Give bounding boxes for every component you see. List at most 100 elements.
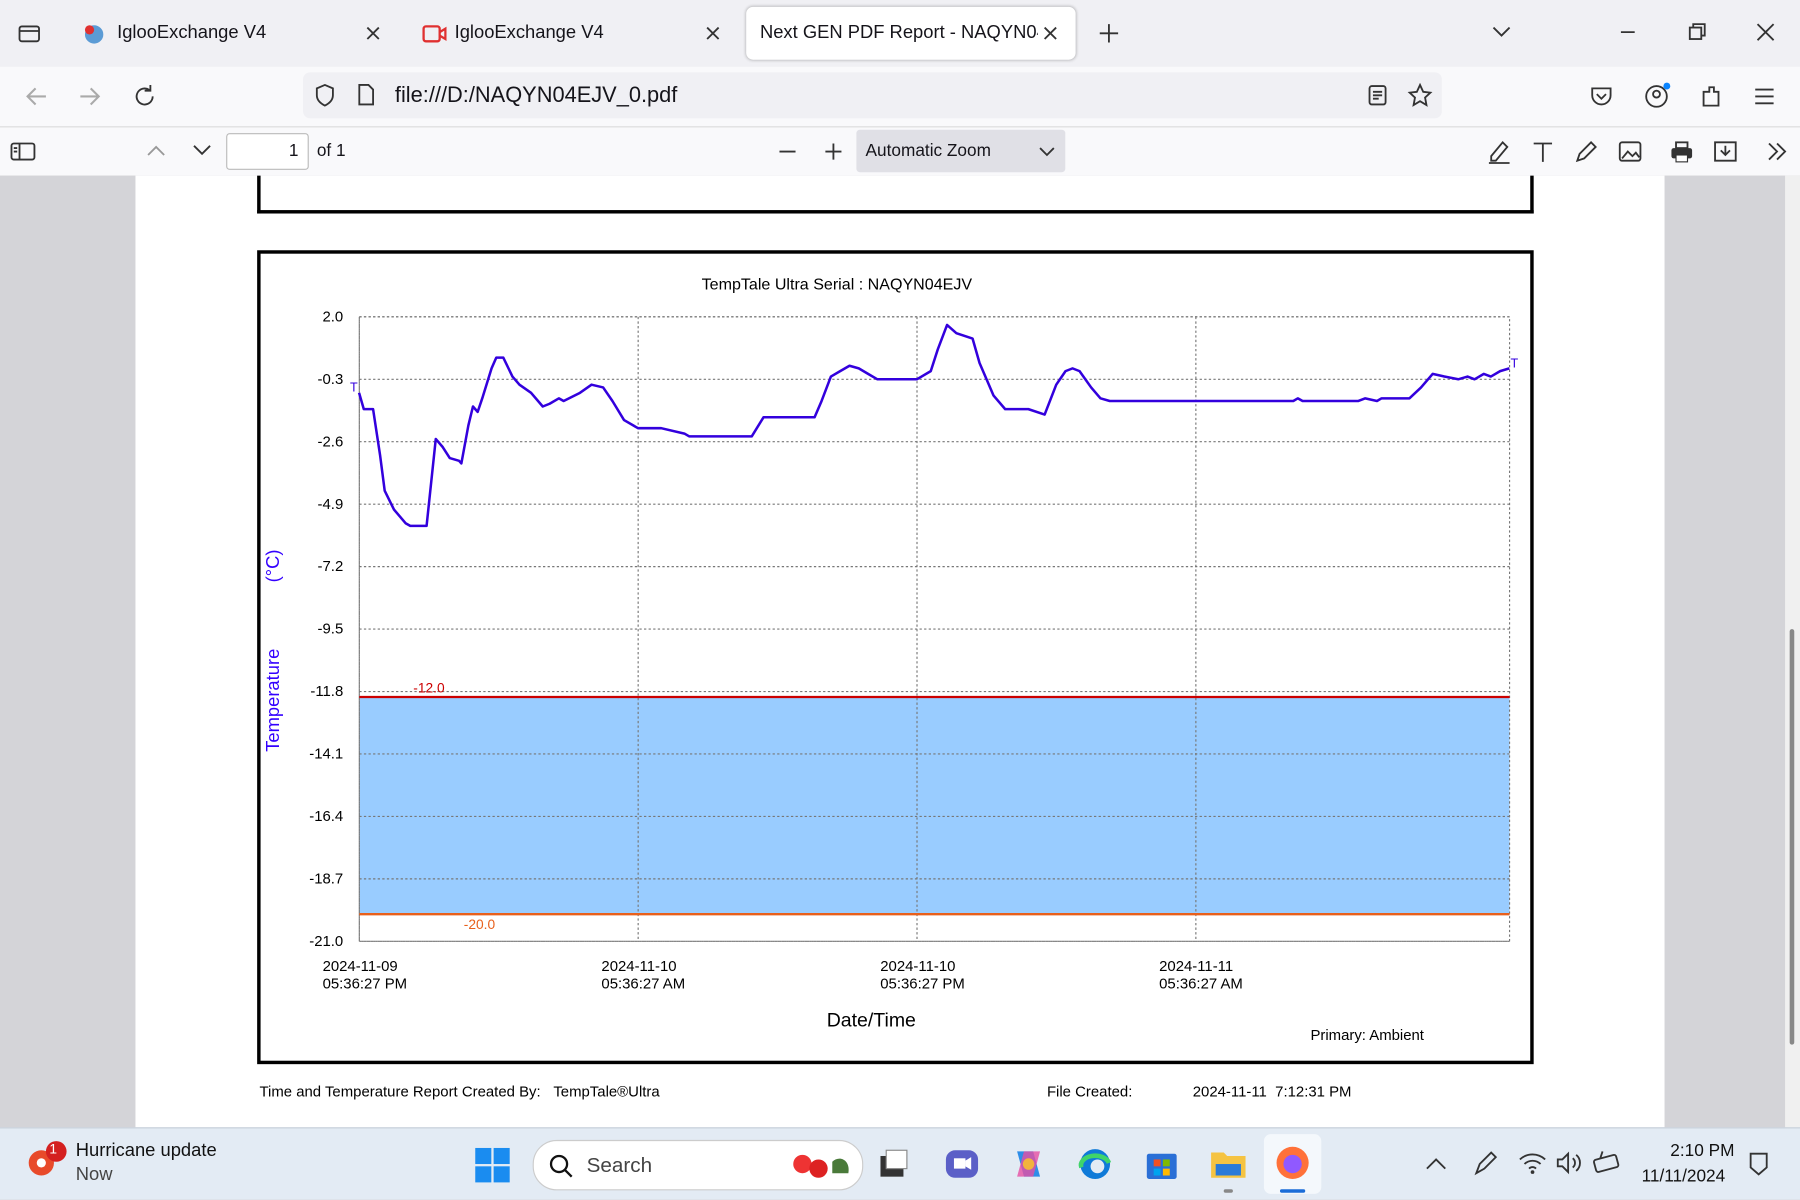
- restore[interactable]: [1685, 22, 1708, 43]
- x-tick-label: 2024-11-10: [880, 958, 955, 975]
- back[interactable]: [23, 84, 51, 109]
- highlight[interactable]: [1485, 138, 1513, 166]
- bookmark[interactable]: [1407, 82, 1433, 108]
- tab-list-icon[interactable]: [16, 21, 44, 46]
- forward[interactable]: [76, 84, 104, 109]
- footer-file-date: 2024-11-11 7:12:31 PM: [1192, 1082, 1352, 1100]
- scrollbar[interactable]: [1785, 175, 1800, 1128]
- threshold-label: -20.0: [464, 917, 496, 932]
- pocket[interactable]: [1589, 84, 1614, 109]
- x-tick-label: 05:36:27 PM: [323, 975, 408, 992]
- sidebar-toggle[interactable]: [9, 140, 37, 163]
- copilot-app[interactable]: [1010, 1147, 1047, 1181]
- threshold-label: -12.0: [413, 680, 445, 695]
- zoom-select[interactable]: Automatic Zoom: [856, 129, 1066, 173]
- temperature-line: [357, 323, 1510, 528]
- weather-icon[interactable]: [25, 1140, 71, 1181]
- previous-page[interactable]: [145, 141, 168, 159]
- y-tick-label: -18.7: [309, 870, 343, 887]
- x-tick-label: 2024-11-11: [1159, 958, 1233, 975]
- page-input[interactable]: 1: [226, 133, 309, 170]
- more-tools[interactable]: [1764, 140, 1789, 163]
- extensions[interactable]: [1699, 83, 1724, 111]
- active-tab[interactable]: Next GEN PDF Report - NAQYN04E: [746, 6, 1076, 60]
- running-indicator: [1223, 1189, 1233, 1193]
- y-tick-label: -2.6: [318, 433, 344, 450]
- next-page[interactable]: [191, 141, 214, 159]
- task-view[interactable]: [877, 1147, 911, 1181]
- tab-title: Next GEN PDF Report - NAQYN04E: [759, 22, 1038, 43]
- zoom-out[interactable]: [776, 141, 799, 162]
- volume[interactable]: [1554, 1149, 1584, 1177]
- clock-time: 2:10 PM: [1670, 1141, 1735, 1161]
- series-note: Primary: Ambient: [1310, 1027, 1424, 1044]
- y-tick-label: -16.4: [309, 808, 343, 825]
- new-tab[interactable]: [1097, 22, 1120, 45]
- print[interactable]: [1668, 139, 1696, 164]
- menu[interactable]: [1752, 85, 1777, 108]
- draw[interactable]: [1573, 138, 1601, 166]
- tray-overflow[interactable]: [1423, 1154, 1448, 1175]
- page-number: 1: [288, 141, 299, 161]
- file-explorer[interactable]: [1209, 1146, 1248, 1183]
- y-tick-label: -21.0: [309, 933, 343, 950]
- tab[interactable]: IglooExchange V4: [408, 7, 735, 60]
- search-placeholder: Search: [586, 1153, 653, 1177]
- chart: TempTale Ultra Serial : NAQYN04EJV Tempe…: [262, 275, 1519, 1044]
- firefox-icon: [1276, 1146, 1309, 1179]
- y-tick-label: -7.2: [318, 558, 344, 575]
- y-tick-label: -11.8: [310, 683, 343, 700]
- scrollbar-thumb[interactable]: [1789, 629, 1795, 1045]
- minimize[interactable]: [1616, 23, 1639, 41]
- wifi[interactable]: [1518, 1149, 1548, 1177]
- firefox-app-active[interactable]: [1263, 1134, 1322, 1194]
- text-tool[interactable]: [1530, 139, 1555, 164]
- tab-overflow[interactable]: [1490, 23, 1513, 41]
- y-tick-label: -0.3: [318, 371, 344, 388]
- pdf-viewer: Time and Temperature Report Created By: …: [0, 175, 1800, 1128]
- teams-app[interactable]: [944, 1147, 981, 1181]
- footer-file-created: File Created:: [1046, 1082, 1133, 1100]
- pdf-toolbar: 1 of 1 Automatic Zoom: [0, 126, 1800, 177]
- chart-frame: [257, 250, 1534, 1065]
- notification-badge: 1: [49, 1141, 58, 1158]
- search-box[interactable]: Search: [532, 1139, 864, 1191]
- tab-title: IglooExchange V4: [454, 22, 604, 43]
- threshold-band: [359, 696, 1510, 915]
- trip-marker: T: [1511, 356, 1519, 370]
- y-tick-label: -14.1: [309, 746, 343, 763]
- zoom-in[interactable]: [822, 140, 845, 163]
- pen-icon[interactable]: [1471, 1149, 1501, 1179]
- close-tab[interactable]: [705, 25, 721, 41]
- account[interactable]: [1643, 82, 1673, 112]
- close-tab[interactable]: [1042, 25, 1058, 41]
- shield-icon: [315, 83, 334, 107]
- x-tick-label: 05:36:27 PM: [880, 975, 965, 992]
- save[interactable]: [1712, 138, 1740, 166]
- close-tab[interactable]: [365, 25, 381, 41]
- battery[interactable]: [1591, 1149, 1623, 1177]
- y-axis-unit: (°C): [262, 550, 283, 583]
- notification-time: Now: [75, 1165, 113, 1185]
- image-tool[interactable]: [1616, 139, 1644, 164]
- x-axis-label: Date/Time: [827, 1009, 916, 1031]
- footer-product: TempTale®Ultra: [553, 1082, 660, 1100]
- x-tick-label: 05:36:27 AM: [601, 975, 685, 992]
- footer-created-by: Time and Temperature Report Created By:: [259, 1082, 541, 1100]
- reader-view[interactable]: [1366, 84, 1389, 107]
- address-bar[interactable]: file:///D:/NAQYN04EJV_0.pdf: [303, 72, 1442, 119]
- edge-app[interactable]: [1077, 1147, 1114, 1181]
- tab[interactable]: IglooExchange V4: [69, 7, 396, 60]
- favicon: [84, 25, 104, 44]
- store-app[interactable]: [1143, 1146, 1180, 1183]
- y-tick-label: -9.5: [318, 621, 344, 638]
- previous-section-box: [257, 175, 1534, 214]
- close-window[interactable]: [1754, 21, 1777, 44]
- reload[interactable]: [131, 83, 159, 111]
- notifications[interactable]: [1745, 1149, 1773, 1179]
- start-button[interactable]: [474, 1147, 511, 1184]
- search-icon: [549, 1154, 573, 1178]
- search-highlight: [793, 1154, 849, 1178]
